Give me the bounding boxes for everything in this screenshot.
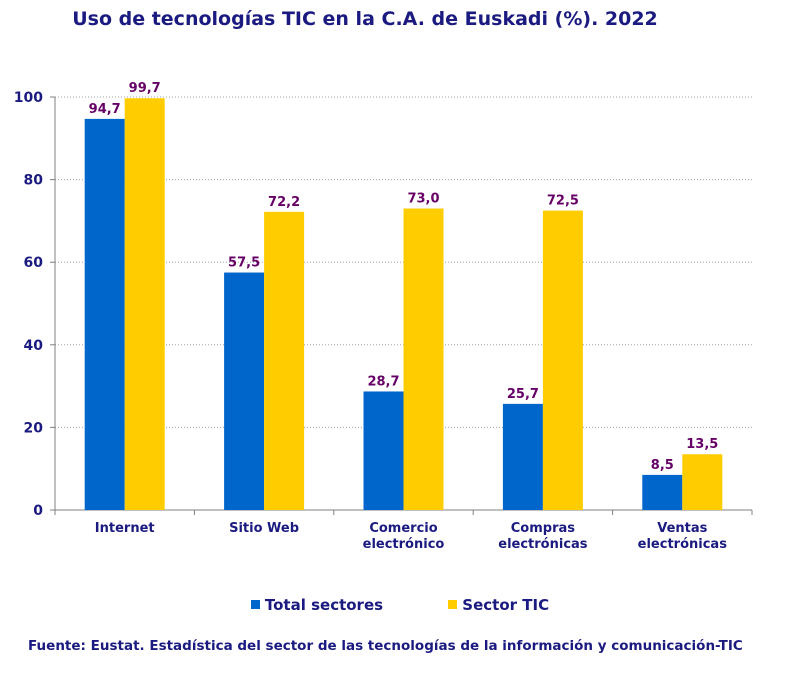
y-tick-label: 20 (24, 420, 44, 436)
bar-total-sectores-1 (224, 272, 265, 510)
x-tick-label: Compras electrónicas (498, 521, 588, 552)
bar-sector-tic-4 (682, 454, 723, 510)
data-label: 72,2 (268, 195, 300, 210)
x-tick-label: Comercio electrónico (363, 521, 445, 552)
data-label: 13,5 (686, 437, 718, 452)
legend: Total sectores Sector TIC (0, 596, 800, 614)
bars (84, 98, 723, 510)
data-label: 72,5 (547, 194, 579, 209)
data-label: 57,5 (228, 256, 260, 271)
bar-total-sectores-3 (502, 403, 543, 510)
data-label: 28,7 (367, 374, 399, 389)
bar-total-sectores-0 (84, 118, 125, 510)
y-tick-label: 60 (24, 255, 44, 271)
data-labels: 94,7 99,7 57,5 72,2 28,7 73,0 25,7 72,5 8,5 13,5 (89, 81, 719, 473)
legend-item-total-sectores: Total sectores (250, 596, 384, 614)
data-label: 8,5 (651, 458, 674, 473)
legend-swatch-total-sectores (250, 600, 260, 609)
axes: 0 20 40 60 80 100 Internet Sitio Web Comercio ele… (14, 90, 753, 552)
bar-sector-tic-2 (403, 208, 444, 510)
source-note: Fuente: Eustat. Estadística del sector d… (28, 638, 743, 654)
x-tick-label: Sitio Web (229, 521, 299, 536)
y-tick-label: 80 (24, 173, 44, 189)
x-tick-label: Ventas electrónicas (638, 521, 728, 552)
bar-total-sectores-2 (363, 391, 404, 510)
x-tick-label: Internet (95, 521, 155, 536)
data-label: 99,7 (129, 81, 161, 96)
y-tick-label: 100 (14, 90, 43, 106)
bar-sector-tic-3 (542, 210, 583, 510)
y-tick-label: 0 (33, 503, 43, 519)
y-tick-label: 40 (24, 338, 44, 354)
legend-swatch-sector-tic (448, 600, 458, 609)
data-label: 94,7 (89, 102, 121, 117)
bar-sector-tic-1 (264, 211, 305, 510)
legend-label-sector-tic: Sector TIC (462, 596, 550, 614)
bar-sector-tic-0 (124, 98, 165, 510)
legend-item-sector-tic: Sector TIC (448, 596, 549, 614)
legend-label-total-sectores: Total sectores (264, 596, 384, 614)
data-label: 73,0 (407, 192, 439, 207)
data-label: 25,7 (507, 387, 539, 402)
chart-title: Uso de tecnologías TIC en la C.A. de Eus… (72, 8, 658, 30)
bar-total-sectores-4 (642, 474, 683, 510)
